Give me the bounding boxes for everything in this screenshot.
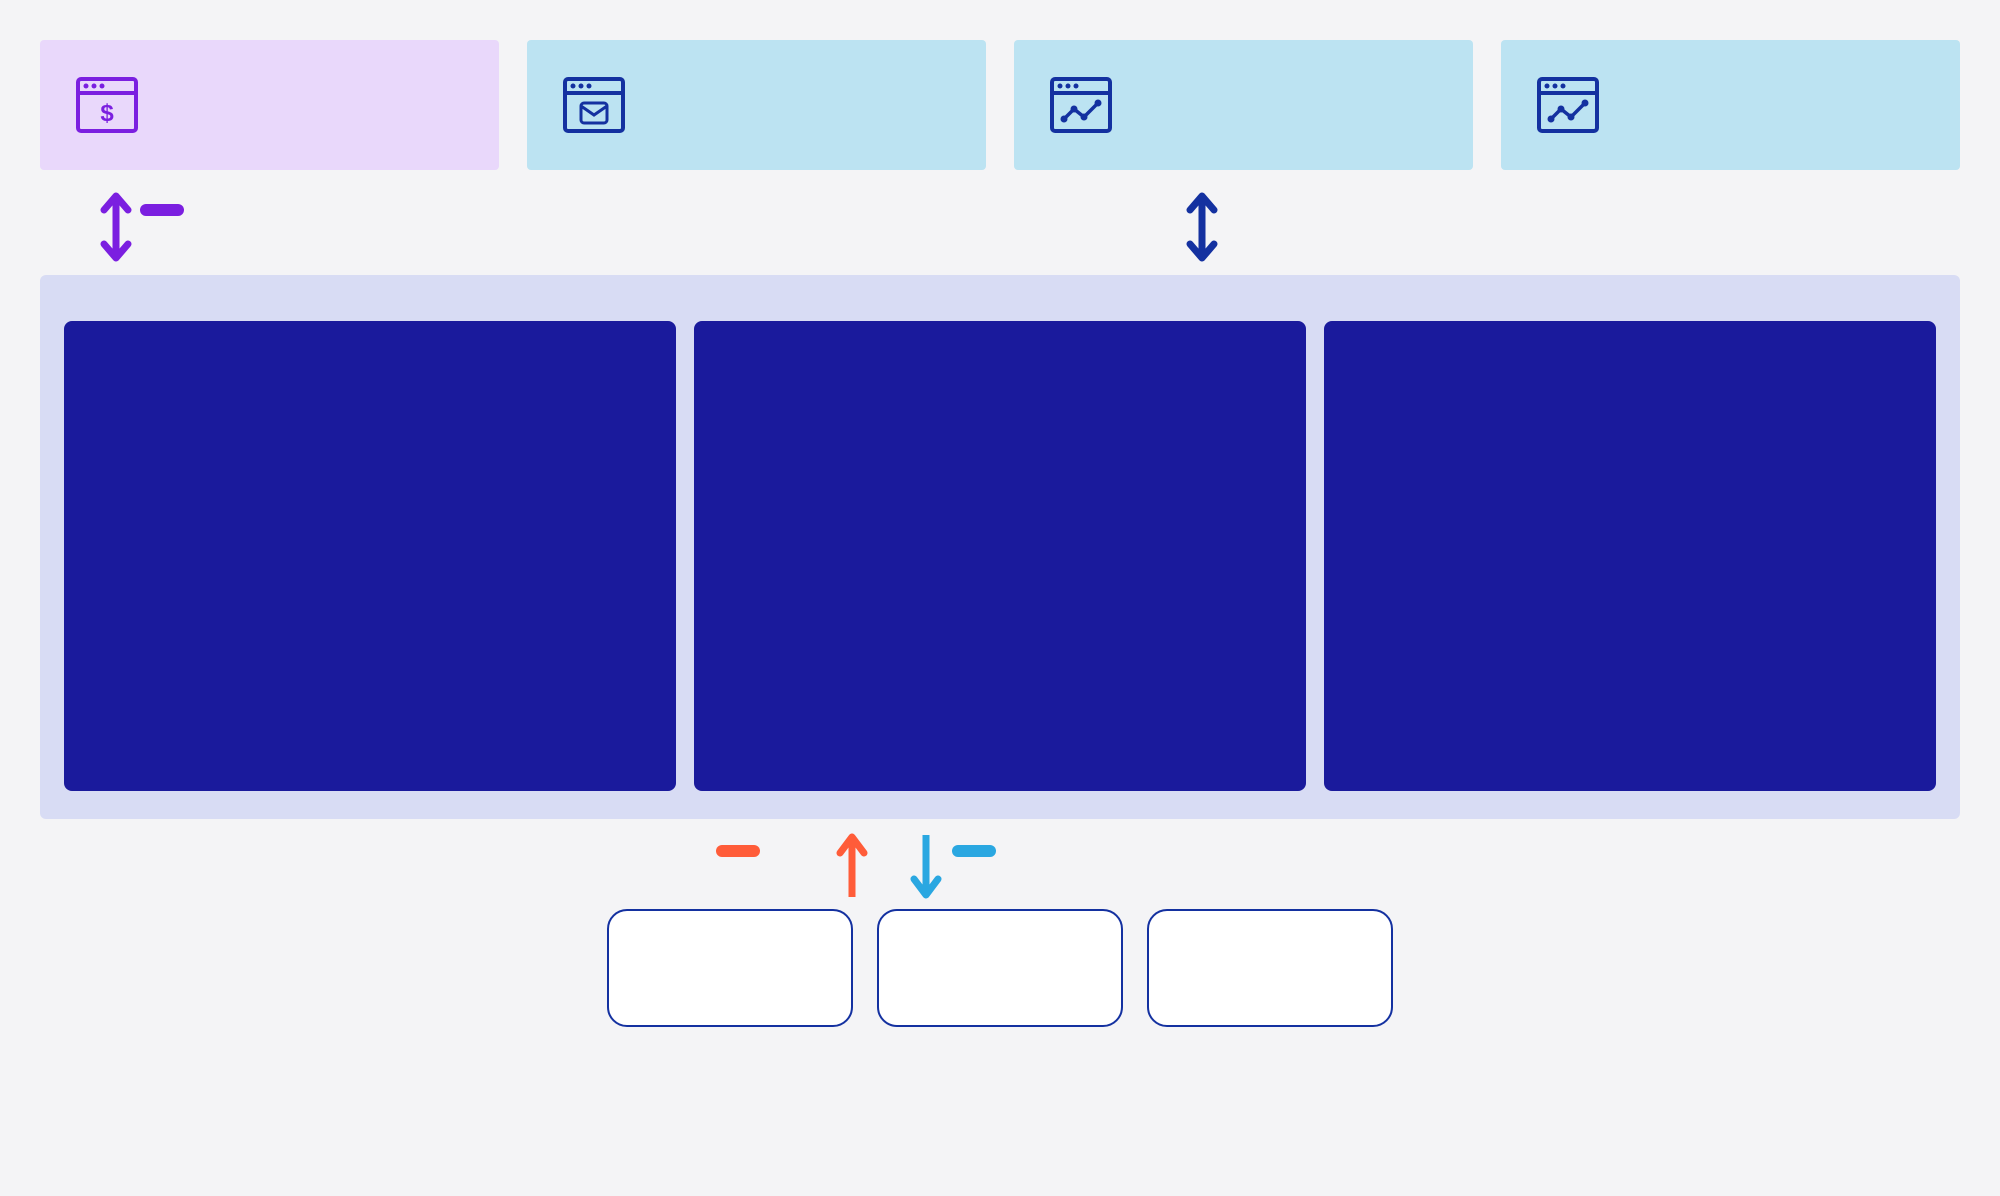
- bottom-box-3g4g: [607, 909, 853, 1027]
- bottom-row: [40, 909, 1960, 1027]
- chart-window-icon: [1537, 77, 1599, 133]
- usage-pill: [716, 845, 760, 857]
- top-box-notifications: [527, 40, 986, 170]
- main-box-policy-control: [1324, 321, 1936, 791]
- bidirectional-arrow-icon: [100, 192, 132, 262]
- main-header: [64, 295, 1936, 321]
- main-panel: [40, 275, 1960, 819]
- top-connector-row: [40, 190, 1960, 275]
- svg-text:$: $: [100, 100, 114, 127]
- main-boxes-row: [64, 321, 1936, 791]
- bottom-connector-row: [40, 819, 1960, 909]
- dollar-window-icon: $: [76, 77, 138, 133]
- policy-enforcement-pill: [952, 845, 996, 857]
- main-box-usage-management: [64, 321, 676, 791]
- main-box-routing-control: [694, 321, 1306, 791]
- mail-window-icon: [563, 77, 625, 133]
- spending-limit-pill: [140, 204, 184, 216]
- top-box-analytics: [1014, 40, 1473, 170]
- top-box-applications: [1501, 40, 1960, 170]
- chart-window-icon: [1050, 77, 1112, 133]
- arrow-down-icon: [910, 831, 942, 906]
- top-box-ocs: $: [40, 40, 499, 170]
- bottom-box-5g: [877, 909, 1123, 1027]
- bottom-box-mec: [1147, 909, 1393, 1027]
- arrow-up-icon: [836, 831, 868, 906]
- bidirectional-arrow-icon: [1186, 192, 1218, 262]
- top-row: $: [40, 40, 1960, 170]
